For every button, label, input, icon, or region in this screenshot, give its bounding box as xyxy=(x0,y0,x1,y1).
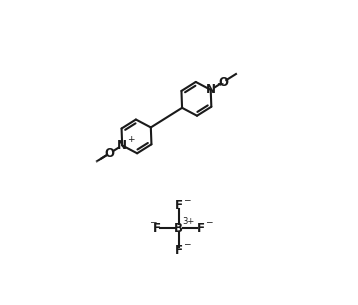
Text: F: F xyxy=(153,221,160,235)
Text: methoxy: methoxy xyxy=(94,161,100,162)
Text: F: F xyxy=(197,221,205,235)
Text: −: − xyxy=(183,195,190,204)
Text: −: − xyxy=(149,217,157,226)
Text: F: F xyxy=(175,199,183,212)
Text: +: + xyxy=(216,79,223,88)
Text: −: − xyxy=(183,239,190,249)
Text: +: + xyxy=(127,135,135,144)
Text: N: N xyxy=(206,83,216,96)
Text: B: B xyxy=(174,221,183,235)
Text: N: N xyxy=(117,139,127,152)
Text: −: − xyxy=(205,217,213,226)
Text: O: O xyxy=(105,147,115,160)
Text: 3+: 3+ xyxy=(183,217,195,226)
Text: F: F xyxy=(175,244,183,257)
Text: O: O xyxy=(218,76,228,89)
